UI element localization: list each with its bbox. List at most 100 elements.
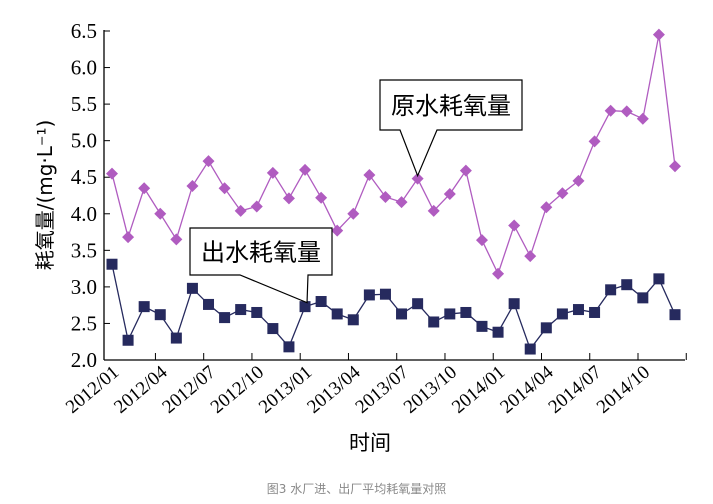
treated-water-callout-label: 出水耗氧量 [201,239,321,267]
data-point [331,308,343,320]
data-point [299,301,311,313]
data-point [492,326,504,338]
data-point [427,204,440,217]
data-point [637,292,649,304]
data-point [492,267,505,280]
data-point [412,298,424,310]
x-tick-label: 2014/07 [545,362,606,418]
raw-water-callout-label: 原水耗氧量 [391,92,511,120]
data-point [669,160,681,173]
y-tick-label: 2.5 [71,311,97,335]
data-point [379,288,391,300]
data-point [508,298,520,310]
data-point [636,112,649,125]
y-tick-label: 6.0 [71,56,97,80]
x-tick-label: 2014/10 [593,362,654,418]
raw-water-callout: 原水耗氧量 [379,79,523,178]
data-point [138,182,151,195]
figure-caption: 图3 水厂进、出厂平均耗氧量对照 [266,482,447,496]
x-tick-label: 2013/07 [352,362,413,418]
y-tick-label: 5.5 [71,92,97,116]
data-point [621,279,633,291]
data-point [669,309,681,321]
data-point [588,135,601,148]
data-point [219,312,231,324]
data-point [347,314,359,326]
y-tick-label: 4.0 [71,202,97,226]
data-point [508,219,521,232]
data-point [202,155,215,168]
data-point [363,289,375,301]
x-tick-label: 2013/04 [303,361,365,417]
raw-water-callout-box [379,79,523,178]
data-point [476,320,488,332]
data-point [411,172,424,185]
data-point [234,204,247,217]
y-tick-label: 6.5 [71,19,97,43]
data-point [299,163,312,176]
data-point [540,322,552,334]
data-point [443,188,456,201]
data-point [428,316,440,328]
data-point [266,166,279,179]
data-point [572,304,584,316]
data-point [122,334,134,346]
data-point [460,306,472,318]
y-tick-label: 4.5 [71,165,97,189]
x-tick-label: 2013/01 [255,362,316,418]
data-point [475,234,488,247]
data-point [235,304,247,316]
data-point [620,105,633,118]
data-point [444,308,456,320]
data-point [556,187,569,200]
data-point [459,164,472,177]
x-tick-label: 2013/10 [400,362,461,418]
data-point [540,201,553,214]
data-point [604,104,617,117]
data-point [122,231,135,244]
data-point [186,282,198,294]
data-point [283,341,295,353]
data-point [524,250,537,263]
data-point [315,191,328,204]
data-point [363,169,376,182]
data-point [315,296,327,308]
x-tick-label: 2012/04 [110,361,172,417]
data-point [572,174,585,187]
series-line [111,34,676,276]
data-point [250,200,263,213]
x-tick-label: 2012/07 [159,362,220,418]
data-point [605,284,617,296]
data-point [154,207,167,220]
data-point [218,182,231,195]
data-point [379,190,392,203]
data-point [106,258,118,270]
data-point [170,233,183,246]
data-point [347,207,360,220]
data-point [396,308,408,320]
y-tick-label: 3.5 [71,238,97,262]
data-point [331,224,344,237]
data-point [251,306,263,318]
data-point [589,306,601,318]
data-point [186,179,199,192]
data-point [106,167,118,180]
y-axis-label: 耗氧量/(mg·L⁻¹) [33,120,57,271]
x-tick-label: 2014/04 [496,361,558,417]
data-point [138,301,150,313]
y-tick-label: 2.0 [71,348,97,372]
data-point [395,196,408,209]
data-point [652,28,665,41]
series-line [111,264,676,351]
treated-water-callout: 出水耗氧量 [189,227,333,304]
data-point [653,273,665,285]
y-tick-label: 5.0 [71,129,97,153]
data-point [170,332,182,344]
treated-water-callout-box [189,227,333,304]
data-point [154,309,166,321]
data-point [267,323,279,335]
y-tick-label: 3.0 [71,275,97,299]
data-point [203,298,215,310]
data-point [524,343,536,355]
